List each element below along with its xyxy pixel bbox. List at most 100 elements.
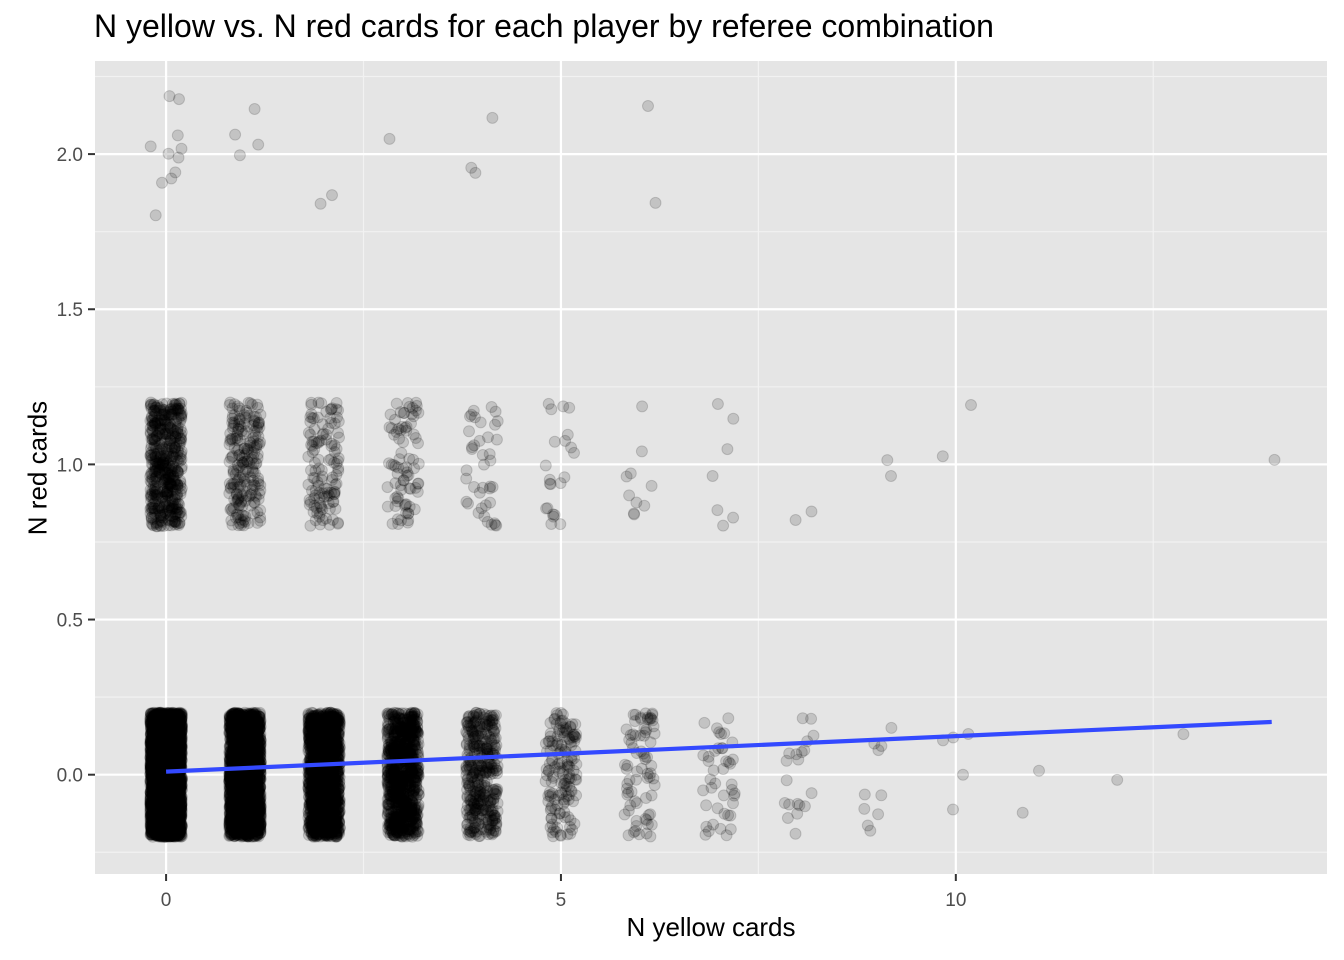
data-point [149,720,162,733]
data-point [144,734,157,746]
data-point [144,828,157,841]
data-point [155,805,168,818]
data-point [175,819,188,832]
data-point [153,778,166,791]
data-point [173,816,185,829]
data-point [155,715,167,728]
data-point [155,823,168,836]
data-point [150,742,163,755]
data-point [169,723,182,736]
data-point [163,815,176,827]
data-point [171,715,184,728]
data-point [153,790,166,803]
data-point [162,783,175,796]
data-point [166,773,179,786]
data-point [145,738,158,751]
data-point [170,751,183,764]
data-point [158,730,171,743]
data-point [170,744,183,757]
data-point [167,813,180,825]
data-point [165,775,178,788]
data-point [150,760,162,773]
data-point [164,810,176,823]
data-point [152,765,165,778]
data-point [148,750,161,763]
data-point [153,733,165,746]
data-point [164,789,176,802]
data-point [161,800,174,812]
data-point [154,807,167,820]
data-point [165,728,178,741]
data-point [151,782,164,795]
data-point [169,808,182,821]
data-point [162,751,175,764]
chart-title: N yellow vs. N red cards for each player… [94,8,994,44]
data-point [157,777,170,790]
data-point [158,805,171,818]
data-point [168,778,181,791]
data-point [156,733,169,746]
data-point [147,786,160,799]
data-point [167,738,180,751]
data-point [156,710,169,723]
data-point [162,732,175,745]
data-point [167,724,180,737]
data-point [171,741,184,753]
data-point [147,758,160,771]
data-point [164,815,177,828]
data-point [167,756,180,768]
data-point [150,805,163,818]
data-point [175,748,188,761]
data-point [150,722,163,735]
data-point [161,829,174,842]
data-point [173,735,186,748]
data-point [154,779,167,792]
data-point [170,819,183,832]
data-point [147,722,160,735]
data-point [157,803,170,816]
data-point [156,823,169,836]
data-point [172,812,185,825]
data-point [168,803,181,816]
data-point [175,830,188,843]
data-point [156,821,169,834]
data-point [162,711,175,724]
data-point [174,795,187,808]
data-point [161,719,173,732]
data-point [175,735,188,748]
data-point [156,805,169,818]
major-grid [95,61,1327,874]
data-point [170,829,183,842]
data-point [168,741,181,754]
data-point [161,752,174,764]
data-point [147,724,160,737]
data-point [158,773,171,786]
data-point [165,811,178,824]
data-point [167,812,180,825]
data-point [168,802,181,815]
data-point [162,736,175,749]
data-point [157,712,170,725]
data-point [155,725,167,738]
data-point [149,764,161,777]
data-point [174,821,187,834]
data-point [154,829,167,842]
data-point [172,819,185,832]
data-point [171,755,184,768]
data-point [148,755,161,768]
data-point [156,722,169,735]
data-point [174,783,187,796]
data-point [159,789,171,802]
data-point [147,739,160,752]
data-point [152,735,165,748]
data-point [158,740,171,753]
data-point [156,715,169,728]
data-point [158,786,171,799]
data-point [158,794,171,807]
data-point [165,740,178,753]
data-point [156,806,169,819]
data-point [151,742,164,755]
data-point [153,790,166,803]
data-point [173,818,186,831]
data-point [160,717,173,730]
